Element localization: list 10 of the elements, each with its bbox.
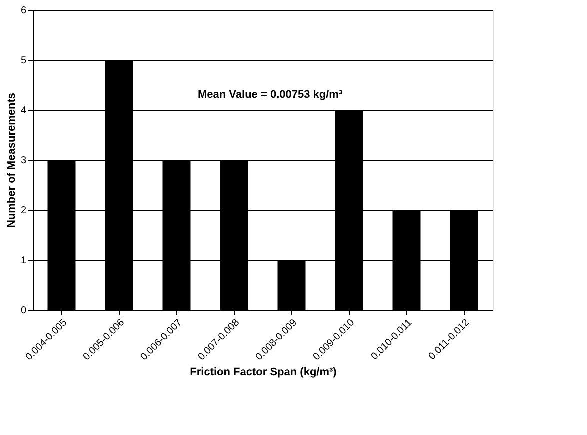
x-axis-title: Friction Factor Span (kg/m³)	[190, 366, 338, 378]
y-tick-label: 4	[20, 106, 27, 116]
y-tick-label: 1	[20, 256, 27, 266]
y-tick-label: 0	[20, 306, 27, 316]
y-tick-label: 2	[20, 206, 27, 216]
y-tick-label: 6	[20, 6, 27, 16]
annotation: Mean Value = 0.00753 kg/m³	[198, 89, 343, 101]
y-tick-label: 5	[20, 56, 27, 66]
y-axis-title: Number of Measurements	[6, 92, 18, 228]
y-tick-label: 3	[20, 156, 27, 166]
